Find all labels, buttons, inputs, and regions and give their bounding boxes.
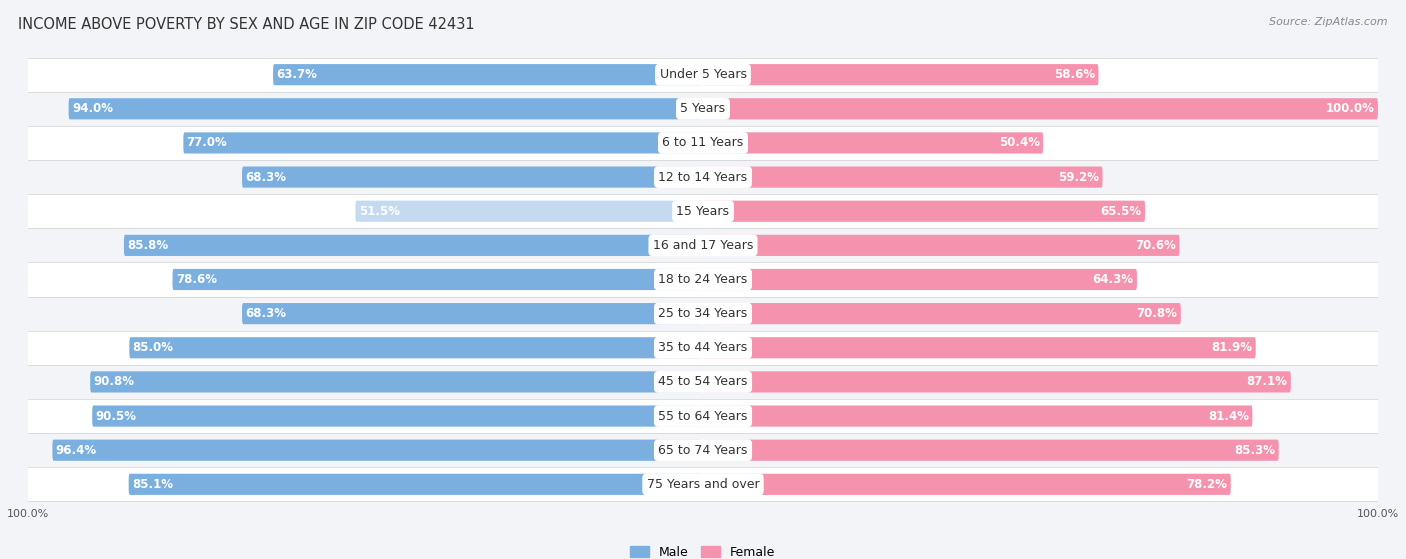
Text: Source: ZipAtlas.com: Source: ZipAtlas.com [1270,17,1388,27]
FancyBboxPatch shape [124,235,703,256]
Text: 58.6%: 58.6% [1054,68,1095,81]
FancyBboxPatch shape [28,160,1378,194]
FancyBboxPatch shape [28,365,1378,399]
FancyBboxPatch shape [28,58,1378,92]
FancyBboxPatch shape [703,439,1278,461]
FancyBboxPatch shape [703,235,1180,256]
FancyBboxPatch shape [356,201,703,222]
Text: 81.4%: 81.4% [1208,410,1249,423]
Text: 50.4%: 50.4% [998,136,1040,149]
Text: 63.7%: 63.7% [277,68,318,81]
Text: 64.3%: 64.3% [1092,273,1133,286]
FancyBboxPatch shape [183,132,703,154]
FancyBboxPatch shape [69,98,703,120]
Text: 16 and 17 Years: 16 and 17 Years [652,239,754,252]
Text: 55 to 64 Years: 55 to 64 Years [658,410,748,423]
Text: 5 Years: 5 Years [681,102,725,115]
Text: 94.0%: 94.0% [72,102,112,115]
FancyBboxPatch shape [703,337,1256,358]
FancyBboxPatch shape [703,303,1181,324]
Text: 85.3%: 85.3% [1234,444,1275,457]
FancyBboxPatch shape [242,303,703,324]
FancyBboxPatch shape [703,98,1378,120]
Text: Under 5 Years: Under 5 Years [659,68,747,81]
Text: 78.2%: 78.2% [1187,478,1227,491]
FancyBboxPatch shape [703,201,1144,222]
FancyBboxPatch shape [28,467,1378,501]
Text: 59.2%: 59.2% [1059,170,1099,183]
Text: 68.3%: 68.3% [246,170,287,183]
FancyBboxPatch shape [28,194,1378,228]
Text: 68.3%: 68.3% [246,307,287,320]
FancyBboxPatch shape [28,228,1378,262]
FancyBboxPatch shape [52,439,703,461]
Text: 6 to 11 Years: 6 to 11 Years [662,136,744,149]
FancyBboxPatch shape [703,167,1102,188]
Text: 18 to 24 Years: 18 to 24 Years [658,273,748,286]
Text: 75 Years and over: 75 Years and over [647,478,759,491]
FancyBboxPatch shape [28,92,1378,126]
Text: 51.5%: 51.5% [359,205,399,217]
FancyBboxPatch shape [703,473,1230,495]
Legend: Male, Female: Male, Female [626,541,780,559]
FancyBboxPatch shape [703,405,1253,427]
Text: 100.0%: 100.0% [1326,102,1375,115]
FancyBboxPatch shape [129,337,703,358]
Text: INCOME ABOVE POVERTY BY SEX AND AGE IN ZIP CODE 42431: INCOME ABOVE POVERTY BY SEX AND AGE IN Z… [18,17,475,32]
FancyBboxPatch shape [173,269,703,290]
Text: 65 to 74 Years: 65 to 74 Years [658,444,748,457]
FancyBboxPatch shape [28,297,1378,331]
FancyBboxPatch shape [242,167,703,188]
Text: 85.0%: 85.0% [132,342,174,354]
Text: 45 to 54 Years: 45 to 54 Years [658,376,748,389]
Text: 85.1%: 85.1% [132,478,173,491]
Text: 70.8%: 70.8% [1136,307,1177,320]
Text: 35 to 44 Years: 35 to 44 Years [658,342,748,354]
FancyBboxPatch shape [28,399,1378,433]
FancyBboxPatch shape [90,371,703,392]
FancyBboxPatch shape [703,64,1098,86]
FancyBboxPatch shape [703,132,1043,154]
Text: 65.5%: 65.5% [1101,205,1142,217]
FancyBboxPatch shape [28,126,1378,160]
Text: 85.8%: 85.8% [128,239,169,252]
FancyBboxPatch shape [703,371,1291,392]
FancyBboxPatch shape [129,473,703,495]
Text: 15 Years: 15 Years [676,205,730,217]
Text: 96.4%: 96.4% [56,444,97,457]
Text: 77.0%: 77.0% [187,136,228,149]
FancyBboxPatch shape [93,405,703,427]
FancyBboxPatch shape [28,331,1378,365]
Text: 90.5%: 90.5% [96,410,136,423]
FancyBboxPatch shape [28,433,1378,467]
Text: 70.6%: 70.6% [1135,239,1175,252]
Text: 12 to 14 Years: 12 to 14 Years [658,170,748,183]
Text: 81.9%: 81.9% [1212,342,1253,354]
Text: 90.8%: 90.8% [94,376,135,389]
Text: 87.1%: 87.1% [1247,376,1288,389]
FancyBboxPatch shape [703,269,1137,290]
FancyBboxPatch shape [28,262,1378,297]
Text: 25 to 34 Years: 25 to 34 Years [658,307,748,320]
FancyBboxPatch shape [273,64,703,86]
Text: 78.6%: 78.6% [176,273,217,286]
